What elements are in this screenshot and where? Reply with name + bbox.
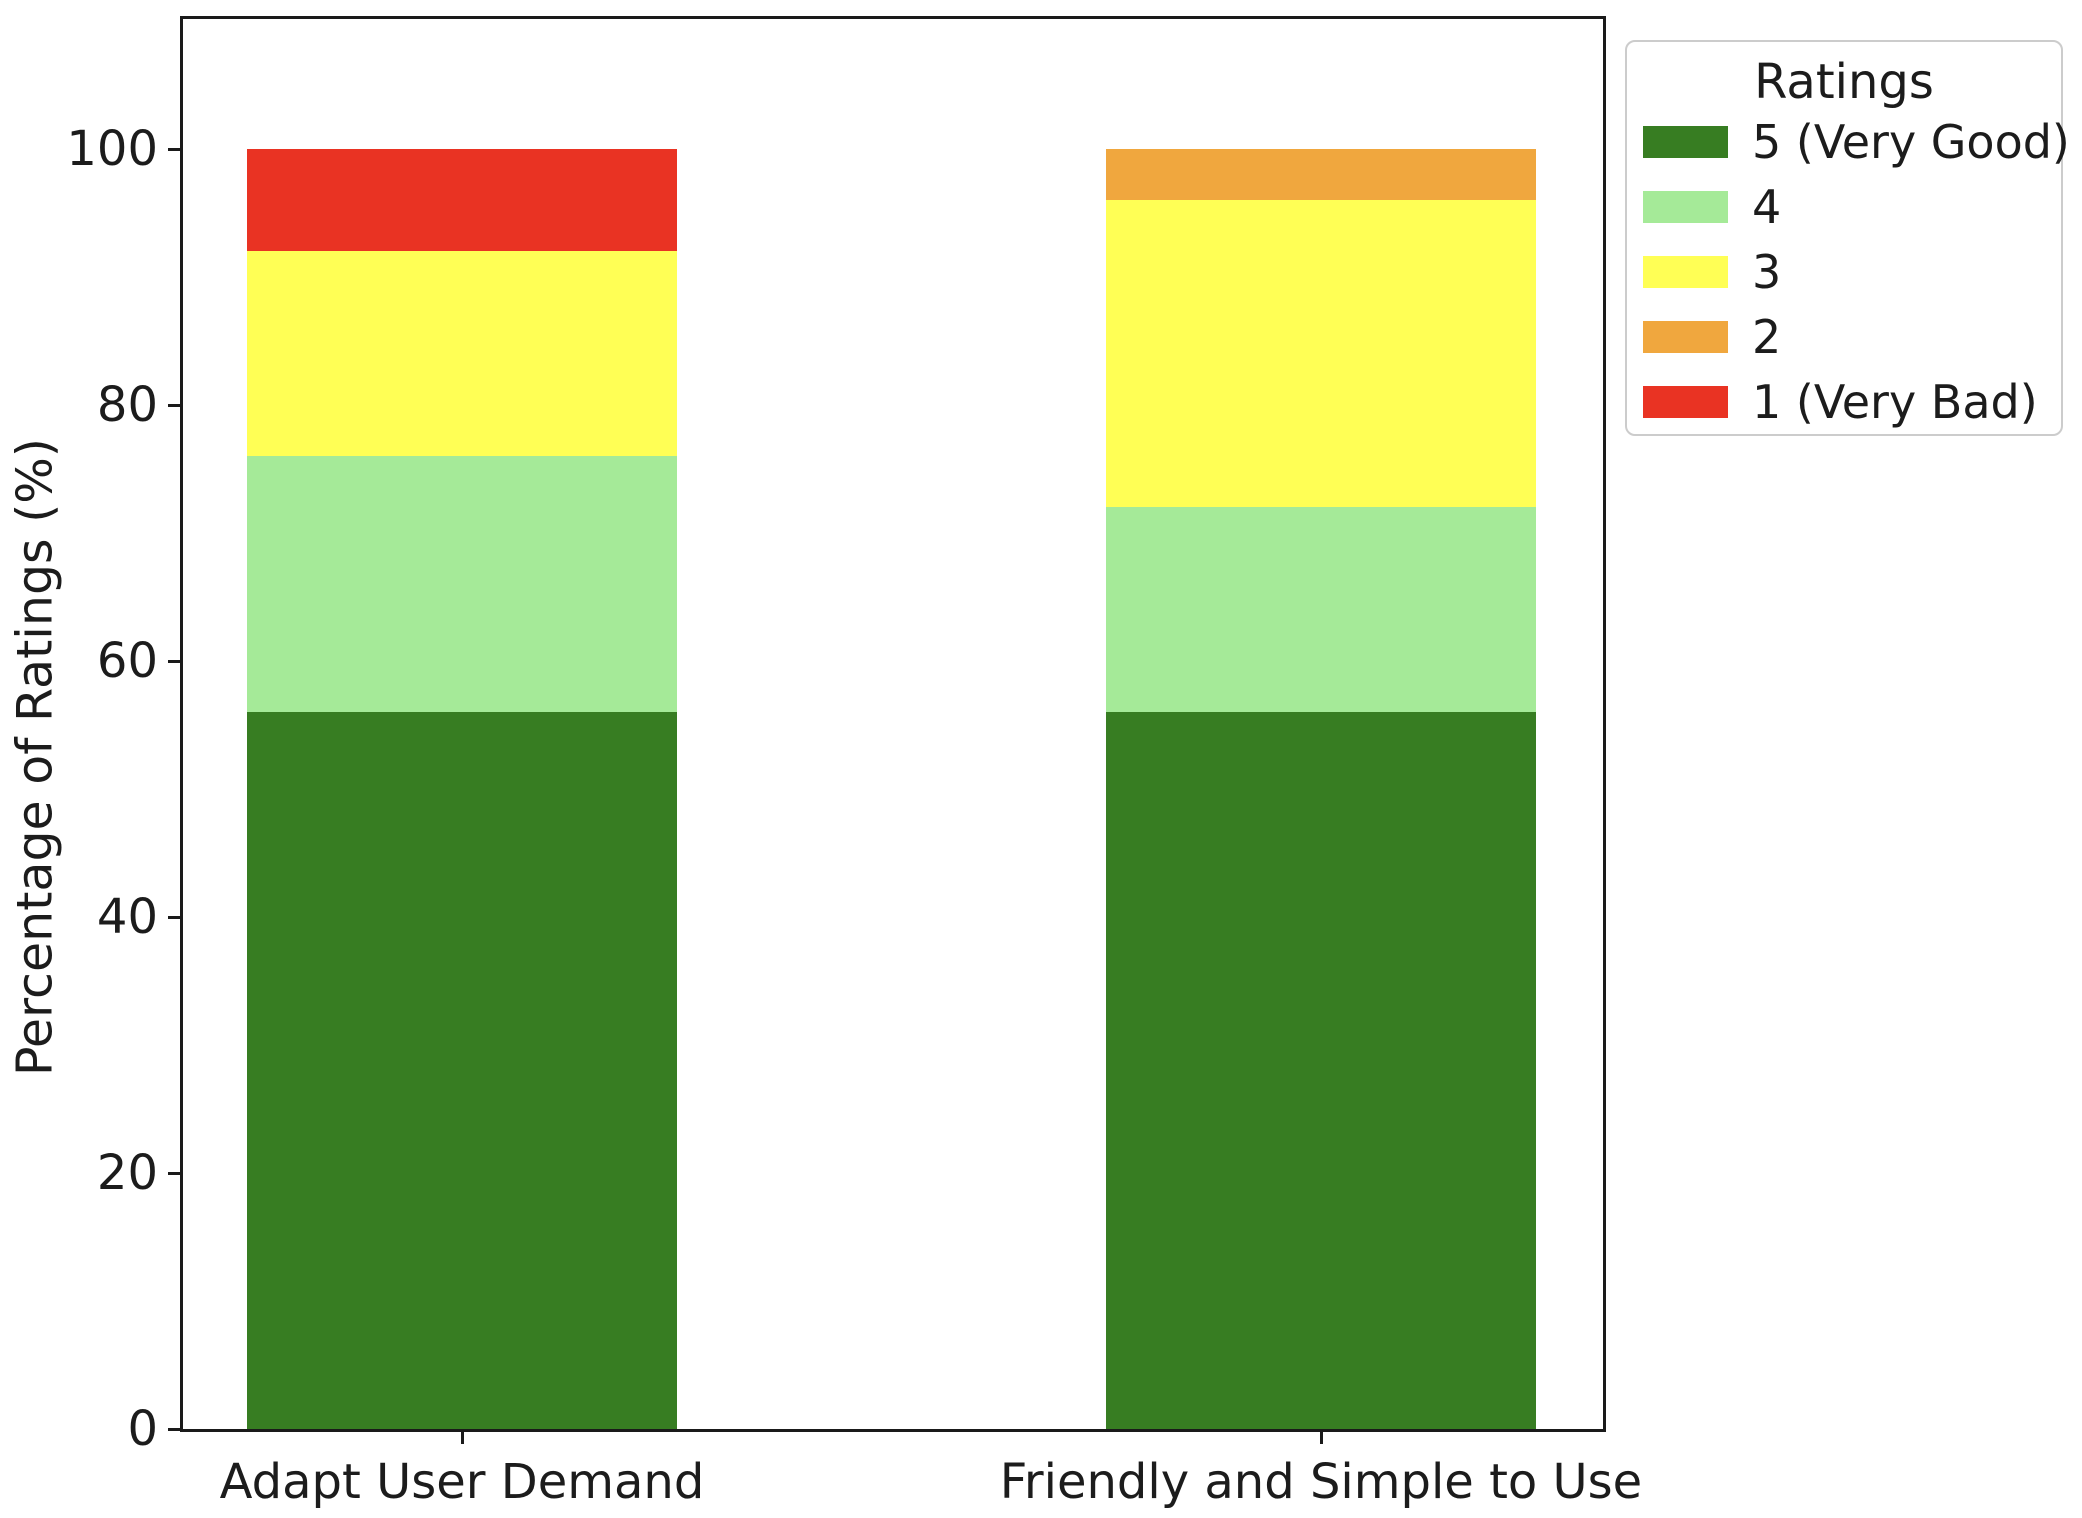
legend-entry-4: 4 <box>1643 184 2061 230</box>
legend-label: 5 (Very Good) <box>1752 115 2070 169</box>
bar-segment-adapt-user-demand-rating-1-very-bad <box>247 149 677 252</box>
y-tick <box>168 147 183 151</box>
legend-entry-5-very-good: 5 (Very Good) <box>1643 119 2070 165</box>
x-tick-label-adapt-user-demand: Adapt User Demand <box>219 1454 705 1510</box>
x-tick <box>460 1429 464 1444</box>
y-tick-label: 80 <box>96 377 158 433</box>
bar-segment-friendly-and-simple-to-use-rating-5-very-good <box>1106 712 1536 1429</box>
legend-swatch-icon <box>1643 321 1728 353</box>
y-tick <box>168 403 183 407</box>
legend: Ratings 5 (Very Good) 4 3 2 1 (Very Bad) <box>1625 40 2070 436</box>
legend-entry-2: 2 <box>1643 314 2061 360</box>
y-tick <box>168 1427 183 1431</box>
y-tick-label: 100 <box>66 121 158 177</box>
legend-swatch-icon <box>1643 386 1728 418</box>
y-tick <box>168 1171 183 1175</box>
bar-segment-adapt-user-demand-rating-5-very-good <box>247 712 677 1429</box>
y-tick <box>168 659 183 663</box>
bar-segment-friendly-and-simple-to-use-rating-4 <box>1106 507 1536 713</box>
legend-entries: 5 (Very Good) 4 3 2 1 (Very Bad) <box>1643 119 2070 425</box>
y-tick-label: 0 <box>127 1401 158 1457</box>
bar-segment-friendly-and-simple-to-use-rating-2 <box>1106 149 1536 201</box>
legend-label: 2 <box>1752 310 1782 364</box>
legend-label: 4 <box>1752 180 1782 234</box>
legend-entry-3: 3 <box>1643 249 2061 295</box>
legend-swatch-icon <box>1643 191 1728 223</box>
bar-adapt-user-demand <box>247 149 677 1429</box>
legend-label: 1 (Very Bad) <box>1752 375 2038 429</box>
legend-label: 3 <box>1752 245 1782 299</box>
bar-segment-adapt-user-demand-rating-4 <box>247 456 677 713</box>
y-tick <box>168 915 183 919</box>
x-tick-label-friendly-and-simple-to-use: Friendly and Simple to Use <box>999 1454 1643 1510</box>
y-tick-label: 20 <box>96 1145 158 1201</box>
legend-swatch-icon <box>1643 126 1728 158</box>
bar-friendly-and-simple-to-use <box>1106 149 1536 1429</box>
bar-segment-adapt-user-demand-rating-3 <box>247 251 677 457</box>
x-tick <box>1319 1429 1323 1444</box>
bar-segment-friendly-and-simple-to-use-rating-3 <box>1106 200 1536 508</box>
legend-title: Ratings <box>1754 54 1934 110</box>
y-axis-title: Percentage of Ratings (%) <box>6 438 64 1076</box>
y-tick-label: 60 <box>96 633 158 689</box>
legend-entry-1-very-bad: 1 (Very Bad) <box>1643 379 2061 425</box>
legend-swatch-icon <box>1643 256 1728 288</box>
y-tick-label: 40 <box>96 889 158 945</box>
